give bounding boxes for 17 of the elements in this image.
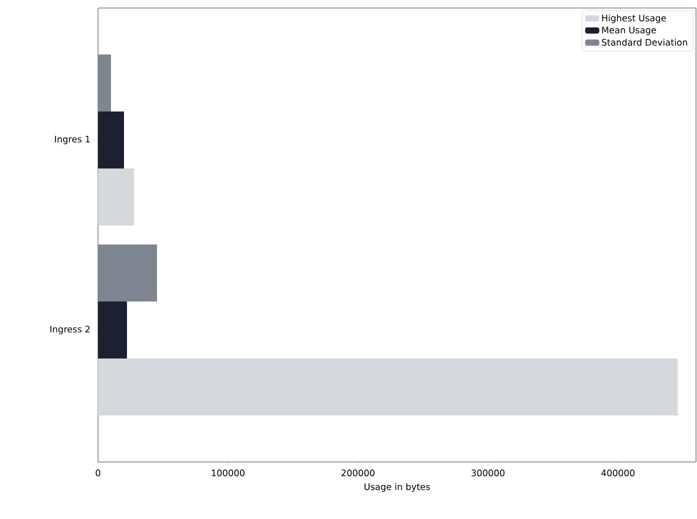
bar — [98, 358, 678, 416]
y-tick-label: Ingress 2 — [50, 326, 90, 334]
x-tick-label: 200000 — [342, 470, 375, 476]
legend-label: Mean Usage — [602, 26, 656, 36]
x-tick-label: 300000 — [472, 470, 505, 476]
bar — [98, 112, 124, 169]
bar — [98, 54, 111, 112]
x-axis-title: Usage in bytes — [364, 483, 430, 492]
y-tick-label: Ingres 1 — [55, 136, 90, 144]
bar — [98, 168, 134, 226]
x-tick-label: 0 — [96, 470, 100, 476]
x-tick-label: 100000 — [212, 470, 245, 476]
bar — [98, 301, 127, 358]
legend-label: Standard Deviation — [602, 38, 688, 46]
bar — [98, 244, 158, 302]
x-tick-label: 400000 — [601, 470, 635, 476]
legend-label: Highest Usage — [602, 14, 666, 24]
